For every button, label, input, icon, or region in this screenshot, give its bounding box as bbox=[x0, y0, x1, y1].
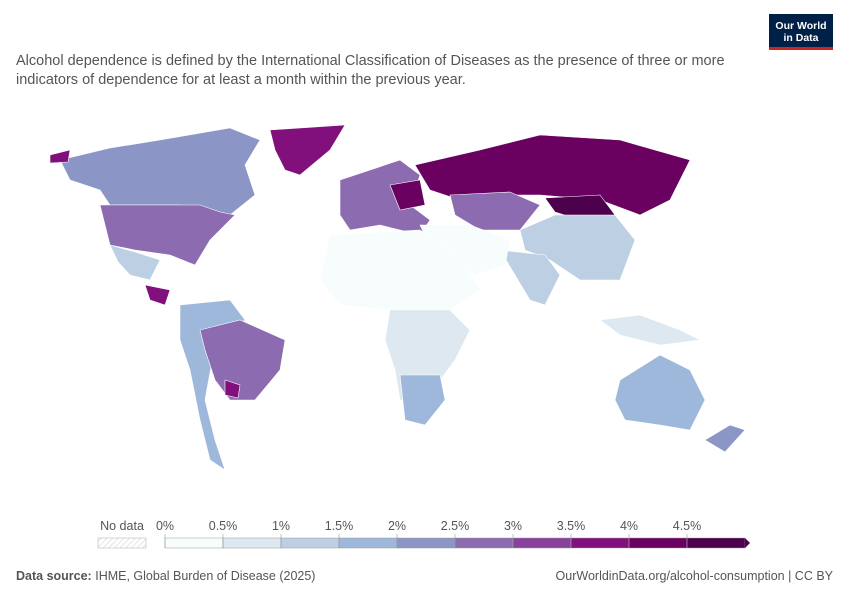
logo[interactable]: Our World in Data bbox=[769, 14, 833, 50]
region bbox=[99, 204, 236, 266]
region bbox=[49, 149, 71, 164]
legend-tick-label: 2.5% bbox=[441, 519, 470, 533]
legend-tick-label: 0% bbox=[156, 519, 174, 533]
legend-swatch bbox=[512, 537, 572, 549]
map: No data 0% 0.5% 1% 1.5% 2% 2.5% 3% 3.5% 4% 4.5% bbox=[49, 124, 750, 549]
region bbox=[179, 299, 246, 471]
legend-tick-label: 3% bbox=[504, 519, 522, 533]
region bbox=[224, 379, 241, 399]
region bbox=[389, 179, 426, 211]
legend-swatch bbox=[628, 537, 688, 549]
legend-swatch bbox=[280, 537, 340, 549]
region bbox=[599, 314, 702, 346]
subtitle: Alcohol dependence is defined by the Int… bbox=[16, 53, 725, 88]
legend-tick-label: 2% bbox=[388, 519, 406, 533]
region bbox=[269, 124, 346, 176]
legend-tick-label: 1% bbox=[272, 519, 290, 533]
footer-url[interactable]: OurWorldinData.org/alcohol-consumption |… bbox=[555, 569, 833, 583]
region bbox=[704, 424, 746, 453]
legend-swatch bbox=[164, 537, 224, 549]
region bbox=[614, 354, 706, 431]
region bbox=[399, 374, 446, 426]
legend-swatch bbox=[338, 537, 398, 549]
source: IHME, Global Burden of Disease (2025) bbox=[95, 569, 316, 583]
region bbox=[449, 191, 541, 231]
legend-no-data-swatch bbox=[97, 537, 147, 549]
legend-tick-label: 4.5% bbox=[673, 519, 702, 533]
legend-swatch bbox=[396, 537, 456, 549]
region bbox=[519, 214, 636, 281]
legend-tick-label: 0.5% bbox=[209, 519, 238, 533]
legend-swatch bbox=[222, 537, 282, 549]
legend-swatch bbox=[454, 537, 514, 549]
region bbox=[109, 244, 161, 281]
legend-tick-label: 1.5% bbox=[325, 519, 354, 533]
region bbox=[144, 284, 171, 306]
logo-line: Our World bbox=[775, 20, 827, 32]
countries bbox=[49, 124, 746, 471]
legend-no-data-label: No data bbox=[100, 519, 144, 533]
legend-tick-label: 3.5% bbox=[557, 519, 586, 533]
footer-source: Data source: IHME, Global Burden of Dise… bbox=[16, 569, 315, 583]
legend-tick-label: 4% bbox=[620, 519, 638, 533]
legend-arrow bbox=[745, 538, 750, 548]
legend-swatch bbox=[686, 537, 746, 549]
legend-swatch bbox=[570, 537, 630, 549]
region bbox=[199, 319, 286, 401]
logo-line: in Data bbox=[783, 32, 819, 44]
source-label: Data source: bbox=[16, 569, 92, 583]
region bbox=[59, 127, 261, 216]
region bbox=[499, 249, 561, 306]
